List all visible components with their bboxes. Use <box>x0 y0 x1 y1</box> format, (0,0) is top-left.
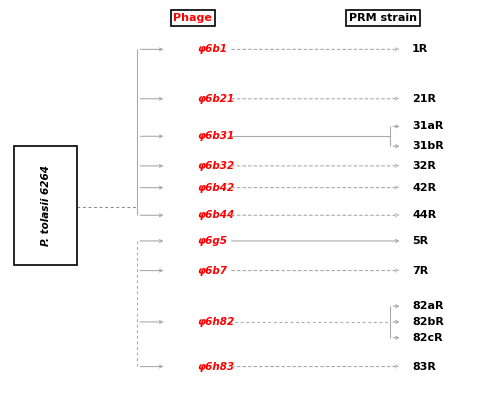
Text: P. tolasii 6264: P. tolasii 6264 <box>41 165 51 246</box>
Text: 7R: 7R <box>412 265 428 276</box>
Text: 83R: 83R <box>412 361 436 372</box>
Text: PRM strain: PRM strain <box>349 13 417 23</box>
Text: 5R: 5R <box>412 236 428 246</box>
Text: φ6b1: φ6b1 <box>198 44 228 55</box>
Text: φ6b32: φ6b32 <box>198 161 235 171</box>
Text: 44R: 44R <box>412 210 436 220</box>
Text: 31aR: 31aR <box>412 121 443 132</box>
Text: φ6b21: φ6b21 <box>198 94 235 104</box>
Text: 82bR: 82bR <box>412 317 444 327</box>
Text: φ6b7: φ6b7 <box>198 265 228 276</box>
Text: φ6g5: φ6g5 <box>198 236 228 246</box>
Text: 82cR: 82cR <box>412 333 443 343</box>
Text: Phage: Phage <box>174 13 212 23</box>
Text: 82aR: 82aR <box>412 301 443 311</box>
FancyBboxPatch shape <box>14 146 77 265</box>
Text: 31bR: 31bR <box>412 141 444 151</box>
Text: 42R: 42R <box>412 182 436 193</box>
Text: φ6b42: φ6b42 <box>198 182 235 193</box>
Text: φ6b31: φ6b31 <box>198 131 235 141</box>
Text: 32R: 32R <box>412 161 436 171</box>
Text: φ6b44: φ6b44 <box>198 210 235 220</box>
Text: φ6h82: φ6h82 <box>198 317 235 327</box>
Text: 21R: 21R <box>412 94 436 104</box>
Text: φ6h83: φ6h83 <box>198 361 235 372</box>
Text: 1R: 1R <box>412 44 428 55</box>
